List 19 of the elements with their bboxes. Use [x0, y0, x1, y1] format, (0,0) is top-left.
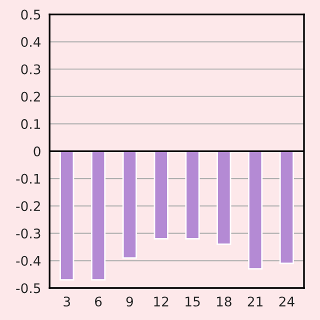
- y-tick-label: -0.5: [16, 283, 40, 294]
- x-tick-label: 6: [95, 296, 102, 307]
- x-tick-label: 18: [216, 296, 232, 307]
- y-tick-label: -0.4: [16, 256, 41, 266]
- y-tick-label: -0.1: [16, 174, 40, 184]
- y-tick-label: 0.4: [21, 36, 41, 47]
- x-tick-label: 21: [248, 296, 262, 306]
- y-tick-label: 0.3: [21, 64, 40, 74]
- y-tick-label: -0.2: [16, 201, 40, 212]
- x-tick-label: 9: [126, 296, 133, 307]
- y-tick-label: 0.1: [21, 119, 40, 130]
- x-tick-label: 24: [279, 296, 294, 306]
- x-tick-label: 12: [154, 296, 168, 306]
- x-tick-label: 15: [186, 296, 200, 307]
- y-tick-label: 0.5: [21, 10, 40, 20]
- x-tick-label: 3: [64, 296, 70, 307]
- y-tick-label: -0.3: [16, 228, 40, 238]
- y-tick-label: 0: [34, 146, 40, 156]
- y-tick-label: 0.2: [21, 92, 40, 102]
